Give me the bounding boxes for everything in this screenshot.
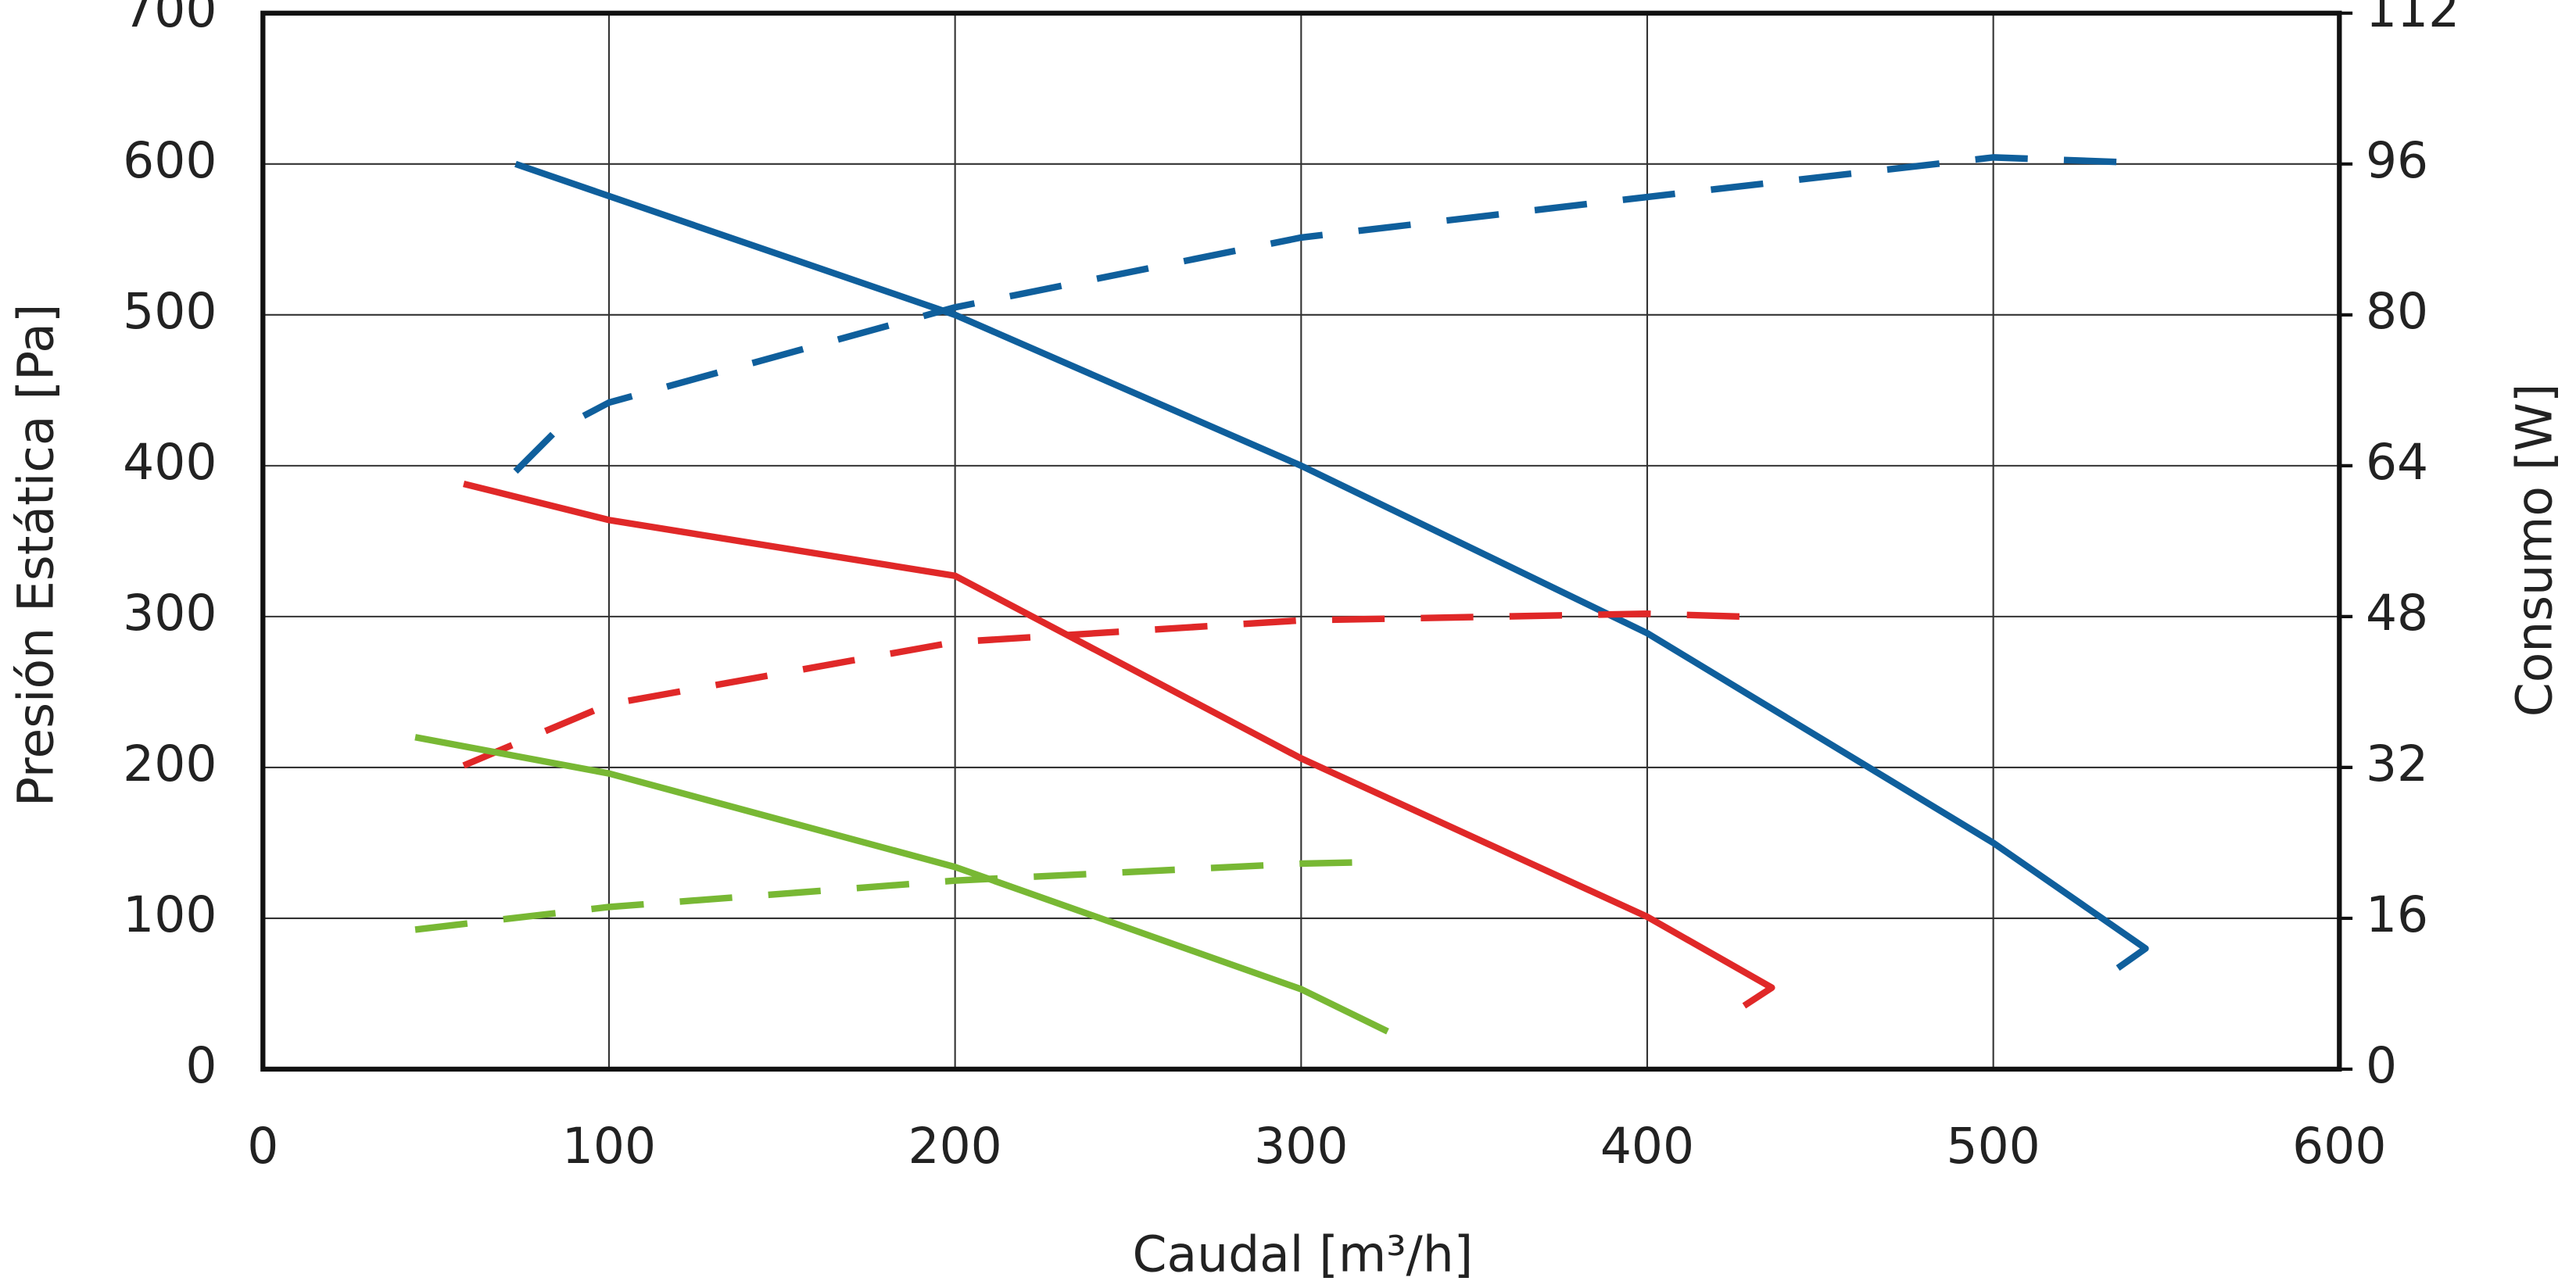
y2-tick-label: 64 — [2366, 433, 2428, 491]
series-line — [513, 154, 2122, 474]
y-tick-label: 200 — [123, 735, 217, 793]
x-tick-label: 200 — [908, 1117, 1001, 1175]
y2-tick-label: 0 — [2366, 1036, 2397, 1094]
y-tick-label: 400 — [123, 433, 217, 491]
x-tick-label: 500 — [1947, 1117, 2040, 1175]
y-tick-label: 0 — [185, 1036, 217, 1094]
y2-tick-label: 48 — [2366, 584, 2428, 642]
y-tick-label: 600 — [123, 131, 217, 189]
series-line — [414, 858, 1388, 933]
x-tick-label: 0 — [247, 1117, 278, 1175]
y2-tick-label: 16 — [2366, 886, 2428, 943]
y-axis-title: Presión Estática [Pa] — [7, 303, 65, 806]
y-tick-label: 500 — [123, 282, 217, 340]
y-tick-label: 100 — [123, 886, 217, 943]
x-axis-title: Caudal [m³/h] — [1133, 1226, 1474, 1281]
y-tick-label: 300 — [123, 584, 217, 642]
y2-tick-label: 96 — [2366, 131, 2428, 189]
y2-tick-label: 112 — [2366, 0, 2460, 38]
y2-tick-label: 32 — [2366, 735, 2428, 793]
plot-frame — [260, 10, 2342, 1072]
x-tick-label: 300 — [1254, 1117, 1348, 1175]
x-tick-label: 100 — [562, 1117, 656, 1175]
series-line — [514, 160, 2149, 971]
x-tick-label: 600 — [2292, 1117, 2386, 1175]
series-line — [462, 610, 1772, 769]
y-tick-label: 700 — [123, 0, 217, 38]
y2-axis-title: Consumo [W] — [2506, 384, 2563, 717]
x-tick-label: 400 — [1600, 1117, 1694, 1175]
series-line — [414, 734, 1389, 1035]
series-line — [463, 480, 1775, 1009]
y2-tick-label: 80 — [2366, 282, 2428, 340]
